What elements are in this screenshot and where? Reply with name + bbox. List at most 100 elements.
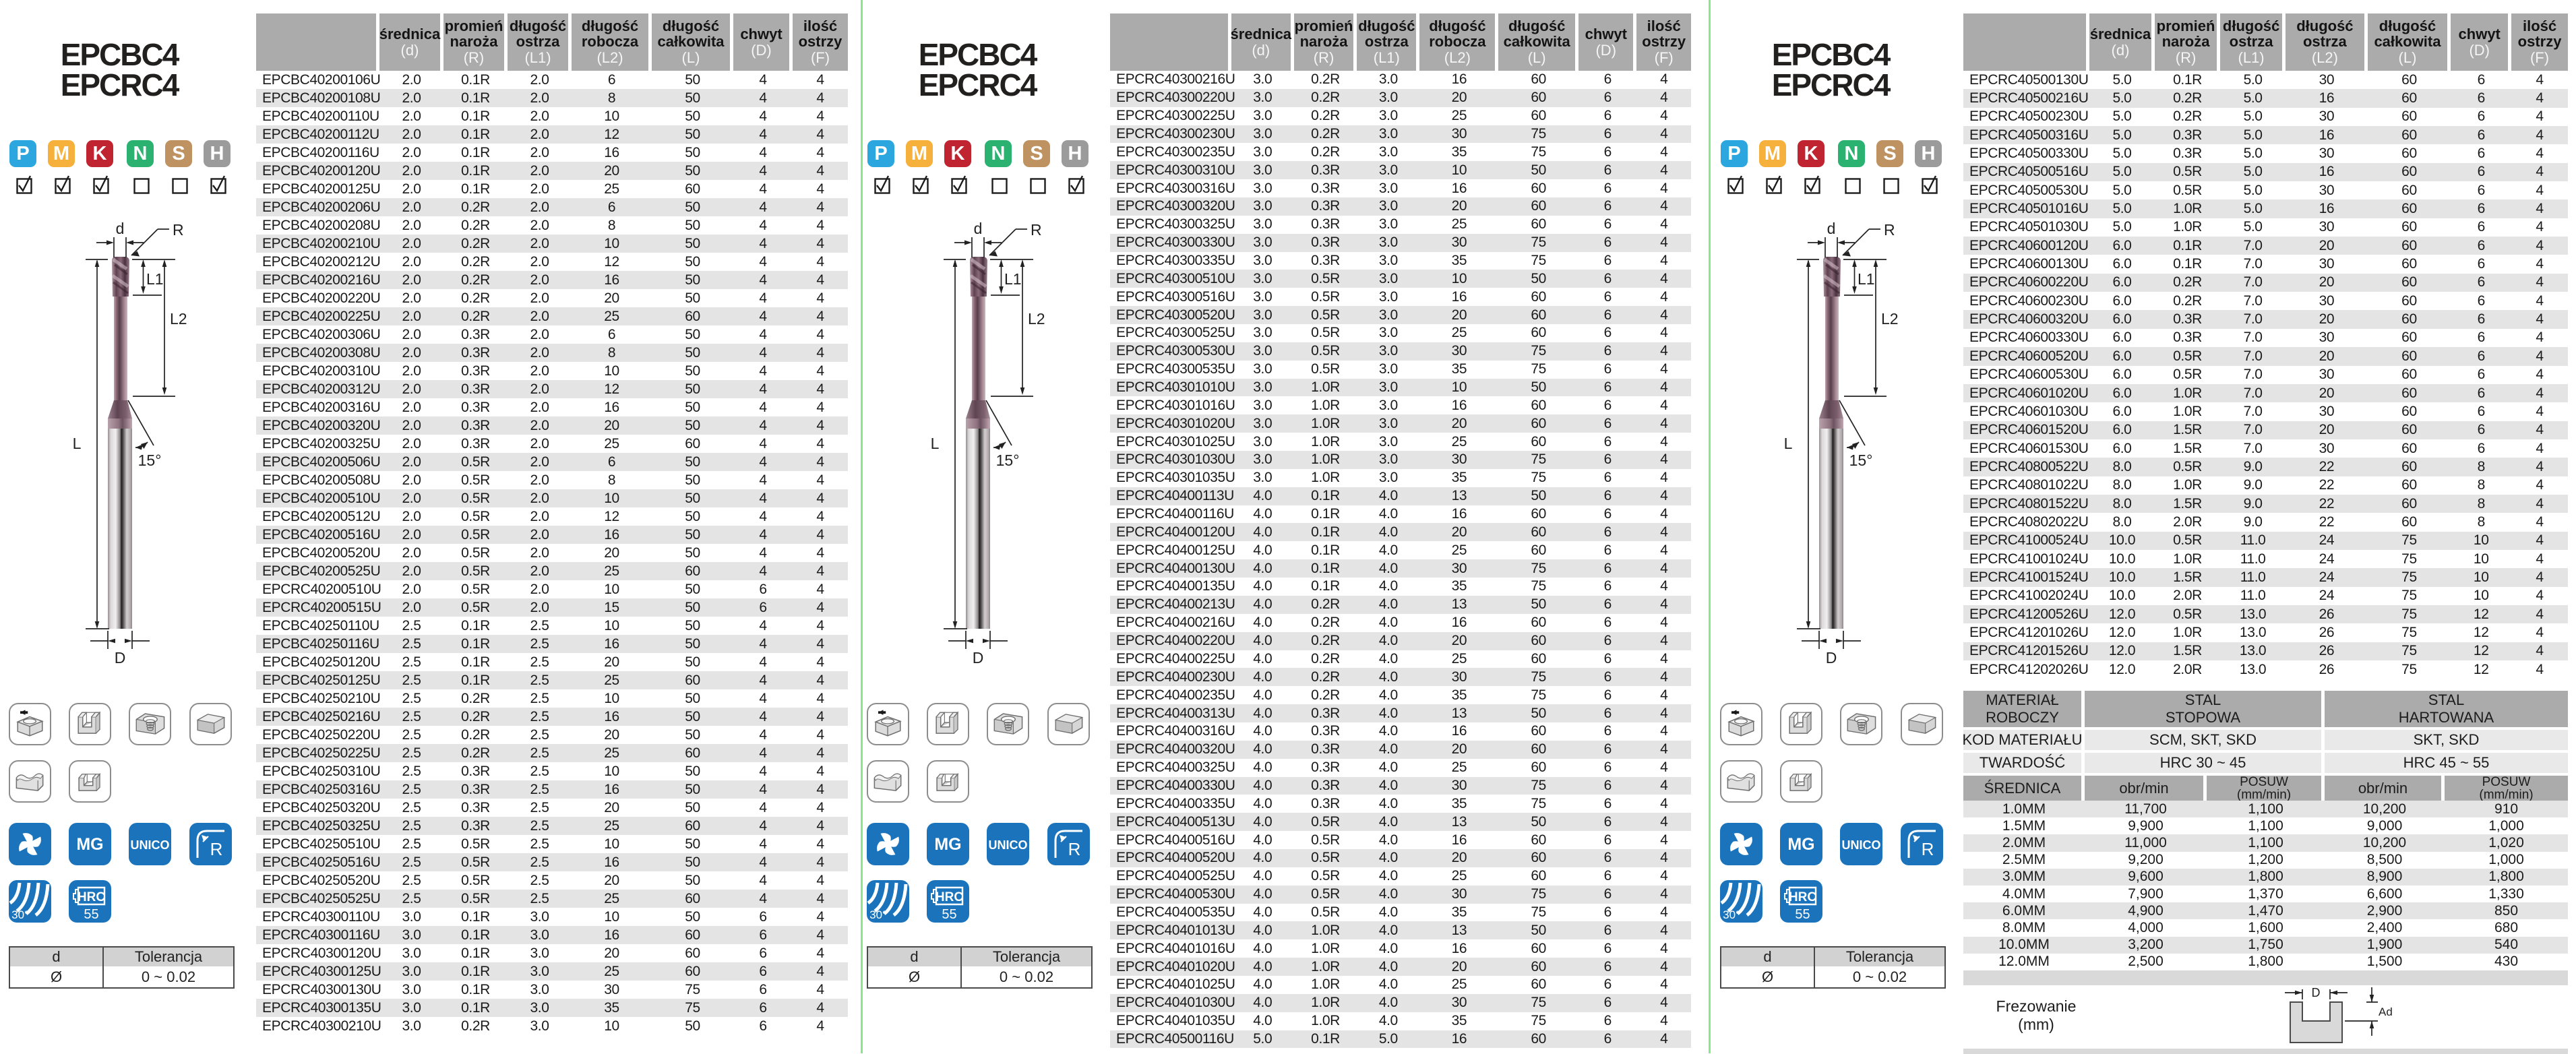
catalog-cell: 4: [816, 326, 824, 342]
catalog-cell: 4: [1660, 904, 1668, 920]
catalog-row-EPCRC40401025U: EPCRC40401025U 4.0 1.0R 4.0 25 60 6 4: [1110, 976, 1691, 994]
catalog-cell: 12: [2473, 624, 2489, 640]
column-header-symbol: (d): [400, 41, 419, 59]
part-number: EPCBC40250225U: [262, 745, 381, 761]
part-number: EPCRC40600330U: [1969, 330, 2089, 346]
catalog-row-EPCRC40600130U: EPCRC40600130U 6.0 0.1R 7.0 30 60 6 4: [1963, 255, 2568, 273]
catalog-cell: 3.0: [1253, 253, 1272, 269]
catalog-cell: 4: [2536, 422, 2544, 438]
catalog-row-EPCRC40500516U: EPCRC40500516U 5.0 0.5R 5.0 16 60 6 4: [1963, 162, 2568, 182]
catalog-cell: 6: [1603, 596, 1612, 613]
tolerance-table-value-row: Ø 0 ~ 0.02: [1721, 966, 1944, 987]
catalog-cell: 3.0: [1378, 71, 1398, 88]
series-title: EPCBC4 EPCRC4: [1711, 39, 1950, 100]
series-title: EPCBC4 EPCRC4: [0, 39, 239, 100]
tolerance-value-diameter-symbol: Ø: [868, 966, 962, 987]
catalog-cell: 3.0: [402, 908, 421, 925]
catalog-cell: 2.0: [530, 363, 549, 379]
catalog-table-body: EPCRC40500130U 5.0 0.1R 5.0 30 60 6 4 EPCRC40500…: [1963, 71, 2568, 679]
catalog-cell: 75: [1531, 578, 1546, 594]
catalog-cell: 4: [759, 672, 767, 688]
catalog-cell: 6: [2477, 348, 2486, 364]
params-row-2.5MM: 2.5MM 9,200 1,200 8,500 1,000: [1963, 852, 2568, 869]
catalog-cell: 60: [2401, 311, 2417, 328]
catalog-cell: 50: [685, 90, 700, 106]
catalog-cell: 2.0: [402, 235, 421, 251]
catalog-row-EPCRC40400116U: EPCRC40400116U 4.0 0.1R 4.0 16 60 6 4: [1110, 505, 1691, 524]
part-number: EPCRC40400220U: [1116, 633, 1235, 649]
catalog-cell: 2.5: [530, 854, 549, 870]
catalog-cell: 0.2R: [2173, 108, 2202, 125]
params-value: 9,900: [2128, 817, 2164, 834]
catalog-row-EPCRC40300220U: EPCRC40300220U 3.0 0.2R 3.0 20 60 6 4: [1110, 88, 1691, 107]
part-number: EPCBC40200506U: [262, 454, 381, 470]
part-number: EPCRC40500216U: [1969, 90, 2089, 106]
catalog-cell: 4: [759, 781, 767, 797]
catalog-cell: 4: [1660, 995, 1668, 1011]
catalog-cell: 50: [685, 617, 700, 633]
catalog-cell: 4: [816, 508, 824, 524]
catalog-cell: 4: [2536, 403, 2544, 419]
column-header-label: długość całkowita: [2374, 18, 2441, 50]
params-value: 6,600: [2366, 886, 2403, 902]
catalog-cell: 6: [1603, 126, 1612, 142]
column-header-label: promień naroża: [2156, 18, 2215, 50]
part-number: EPCRC40800522U: [1969, 458, 2089, 474]
part-number: EPCRC40401035U: [1116, 1013, 1235, 1029]
catalog-cell: 50: [685, 344, 700, 361]
column-header-2: promień naroża (R): [1293, 13, 1354, 71]
catalog-cell: 16: [1451, 288, 1467, 305]
catalog-cell: 4.0: [1253, 850, 1272, 866]
part-number: EPCBC40250125U: [262, 672, 381, 688]
catalog-row-EPCRC40300110U: EPCRC40300110U 3.0 0.1R 3.0 10 50 6 4: [256, 908, 848, 926]
catalog-cell: 2.5: [530, 672, 549, 688]
catalog-row-EPCBC40200310U: EPCBC40200310U 2.0 0.3R 2.0 10 50 4 4: [256, 362, 848, 380]
material-class-M: M: [1759, 140, 1786, 194]
catalog-cell: 6: [2477, 71, 2486, 88]
catalog-cell: 6: [1603, 760, 1612, 776]
catalog-cell: 0.2R: [1311, 650, 1340, 666]
svg-text:R: R: [1922, 839, 1934, 859]
catalog-cell: 0.5R: [2173, 458, 2202, 474]
catalog-cell: 4: [759, 308, 767, 324]
catalog-row-EPCBC40250220U: EPCBC40250220U 2.5 0.2R 2.5 20 50 4 4: [256, 726, 848, 744]
catalog-cell: 4: [2536, 237, 2544, 253]
catalog-cell: 6.0: [2112, 292, 2132, 309]
catalog-cell: 4: [816, 526, 824, 542]
catalog-cell: 4.0: [1253, 886, 1272, 902]
column-header-label: ilość ostrzy: [798, 18, 842, 50]
params-diameter: 10.0MM: [1998, 937, 2050, 953]
catalog-row-EPCRC40400330U: EPCRC40400330U 4.0 0.3R 4.0 30 75 6 4: [1110, 776, 1691, 795]
catalog-cell: 2.0: [530, 508, 549, 524]
catalog-cell: 50: [685, 272, 700, 288]
catalog-cell: 50: [1531, 705, 1546, 721]
catalog-cell: 12.0: [2108, 606, 2136, 622]
catalog-cell: 11.0: [2240, 569, 2266, 585]
catalog-cell: 0.1R: [461, 654, 490, 670]
column-header-symbol: (L1): [2238, 49, 2265, 66]
material-checkbox-P-checked: [1727, 175, 1744, 194]
catalog-cell: 75: [1531, 886, 1546, 902]
catalog-cell: 20: [604, 654, 619, 670]
catalog-row-EPCRC40400225U: EPCRC40400225U 4.0 0.2R 4.0 25 60 6 4: [1110, 650, 1691, 669]
params-rpm-header-hardened: obr/min: [2325, 776, 2441, 801]
catalog-cell: 6.0: [2112, 422, 2132, 438]
catalog-cell: 4: [816, 472, 824, 488]
catalog-cell: 6: [1603, 452, 1612, 468]
catalog-cell: 0.3R: [461, 344, 490, 361]
catalog-cell: 2.0: [530, 290, 549, 306]
catalog-row-EPCRC40400513U: EPCRC40400513U 4.0 0.5R 4.0 13 50 6 4: [1110, 813, 1691, 832]
catalog-cell: 0.2R: [461, 1018, 490, 1034]
application-icon-grid: [867, 703, 1103, 804]
catalog-cell: 2.5: [530, 654, 549, 670]
catalog-cell: 3.0: [1378, 325, 1398, 341]
material-badge-M: M: [1759, 140, 1786, 167]
catalog-cell: 5.0: [1378, 1030, 1398, 1047]
catalog-cell: 6: [2477, 440, 2486, 456]
part-number: EPCRC40801022U: [1969, 477, 2089, 493]
catalog-cell: 60: [2401, 367, 2417, 383]
catalog-cell: 0.5R: [461, 599, 490, 615]
catalog-cell: 4: [1660, 1030, 1668, 1047]
